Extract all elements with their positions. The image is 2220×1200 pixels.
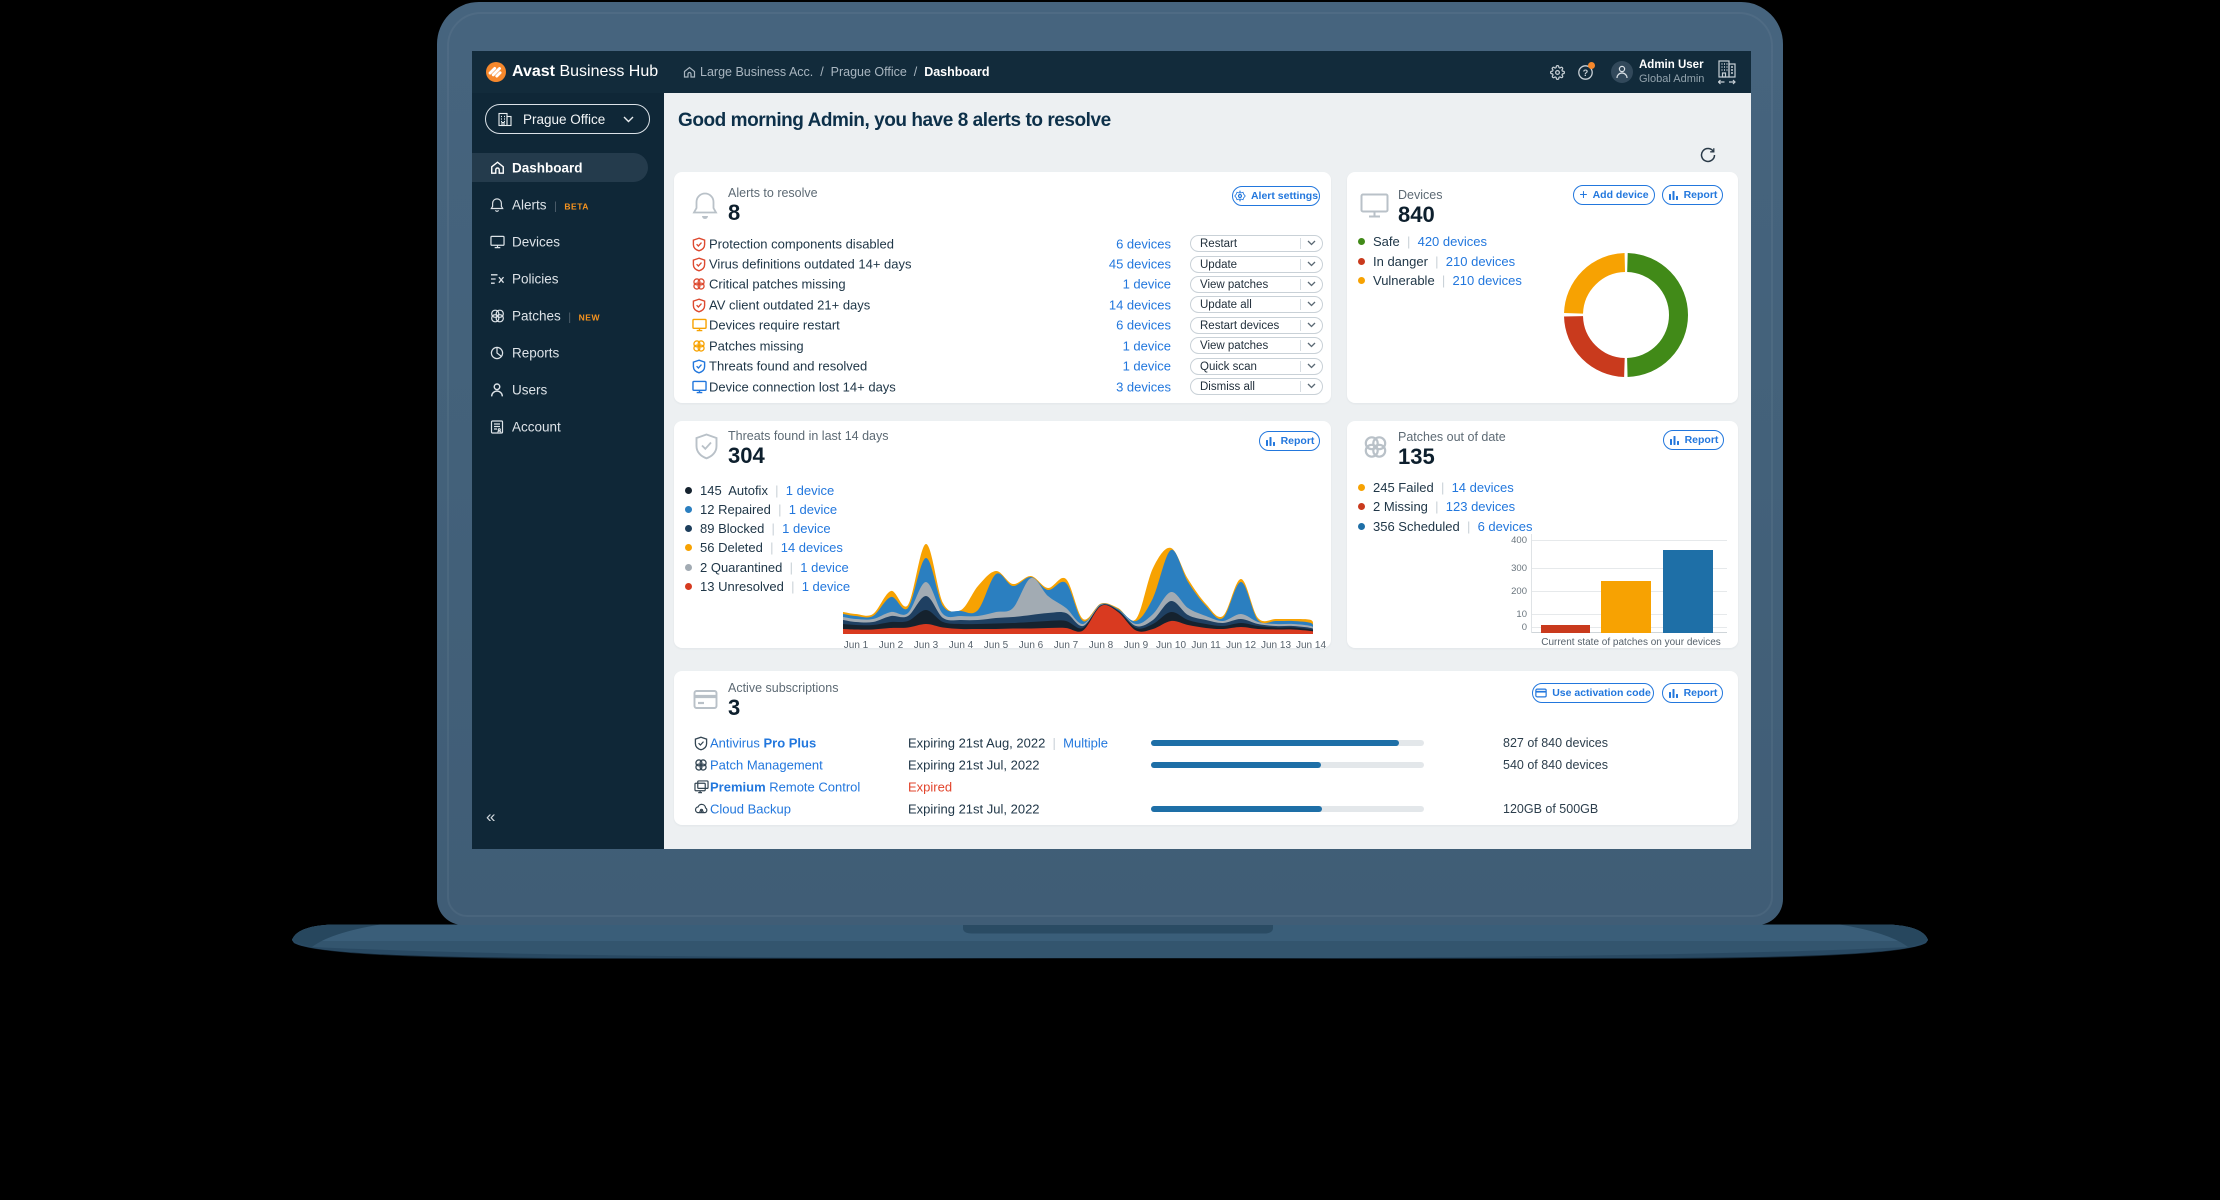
svg-text:?: ? xyxy=(1583,68,1589,78)
